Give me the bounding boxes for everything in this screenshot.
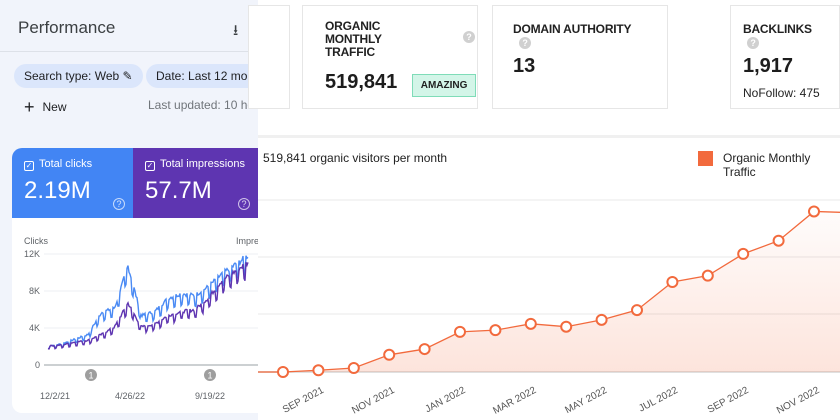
metric-value: 57.7M	[145, 177, 212, 204]
data-point-apr-2022	[560, 320, 573, 333]
data-point-feb-2022	[489, 324, 502, 337]
x-tick-label: MAY 2022	[563, 385, 609, 416]
divider	[258, 135, 840, 138]
status-badge: AMAZING	[411, 74, 477, 97]
legend-label: Organic Monthly Traffic	[723, 151, 811, 179]
card-organic-traffic: ORGANIC MONTHLY TRAFFIC ? 519,841 AMAZING	[302, 5, 478, 109]
data-point-nov-2022	[808, 205, 820, 218]
x-tick-label: 4/26/22	[115, 391, 145, 401]
series-line-impressions	[47, 261, 249, 350]
x-tick-label: SEP 2021	[281, 385, 326, 416]
metric-cards: ✓ Total clicks 2.19M ? ✓ Total impressions…	[12, 148, 258, 218]
metric-card-impressions[interactable]: ✓ Total impressions 57.7M ?	[133, 148, 258, 218]
card-domain-authority: DOMAIN AUTHORITY ? 13	[492, 5, 668, 109]
checkbox-icon[interactable]: ✓	[24, 161, 34, 171]
download-icon[interactable]: ⭳	[233, 22, 239, 39]
clicks-impressions-chart: Clicks Impre 0 4K 8K 12K 12/2/21 4/26/22 9/19/22…	[12, 218, 258, 413]
chip-label: Search type: Web	[24, 69, 120, 83]
card-title: DOMAIN AUTHORITY ?	[513, 22, 632, 49]
y-tick-label: 0	[35, 360, 40, 370]
x-tick-label: NOV 2022	[775, 385, 822, 417]
data-point-nov-2021	[383, 348, 396, 361]
x-tick-label: SEP 2022	[706, 385, 751, 416]
data-point-sep-2022	[737, 247, 750, 260]
metric-card-clicks[interactable]: ✓ Total clicks 2.19M ?	[12, 148, 133, 218]
data-point-mar-2022	[524, 317, 537, 330]
data-point-jan-2022	[454, 325, 466, 338]
series-line-clicks	[47, 255, 249, 350]
x-tick-label: MAR 2022	[491, 385, 538, 417]
card-title: ORGANIC MONTHLY TRAFFIC	[325, 19, 382, 59]
seo-dashboard: ORGANIC MONTHLY TRAFFIC ? 519,841 AMAZING…	[248, 0, 840, 420]
metric-value: 2.19M	[24, 177, 91, 204]
x-tick-label: NOV 2021	[350, 385, 397, 417]
help-icon[interactable]: ?	[113, 198, 125, 210]
help-icon[interactable]: ?	[463, 31, 475, 43]
nofollow-count: NoFollow: 475	[743, 86, 820, 100]
filter-chip-search-type[interactable]: Search type: Web ✎	[14, 64, 143, 88]
new-label: New	[42, 100, 67, 114]
x-tick-label: 12/2/21	[40, 391, 70, 401]
card-value: 13	[513, 55, 536, 77]
y-tick-label: 4K	[29, 323, 40, 333]
edit-icon: ✎	[122, 69, 133, 83]
new-filter-button[interactable]: + New	[24, 97, 67, 118]
annotation-label: 1	[207, 371, 212, 381]
x-tick-label: JUL 2022	[637, 385, 680, 415]
chip-label: Date: Last 12 months	[156, 69, 271, 83]
plus-icon: +	[24, 97, 35, 117]
card-value: 1,917	[743, 55, 794, 77]
checkbox-icon[interactable]: ✓	[145, 161, 155, 171]
data-point-may-2022	[595, 313, 608, 326]
legend-swatch	[698, 151, 713, 166]
page-title: Performance	[18, 18, 116, 37]
y-tick-label: 12K	[24, 249, 40, 259]
x-tick-label: 9/19/22	[195, 391, 225, 401]
divider	[0, 51, 258, 52]
metric-label: Total clicks	[39, 158, 93, 170]
search-console-panel: Performance ⭳ Search type: Web ✎ Date: L…	[0, 0, 294, 420]
partial-card	[248, 5, 290, 109]
data-point-dec-2021	[418, 343, 431, 356]
traffic-area	[258, 211, 840, 372]
help-icon[interactable]: ?	[519, 37, 531, 49]
annotation-label: 1	[88, 371, 93, 381]
card-value: 519,841	[325, 71, 398, 93]
chart-legend[interactable]: Organic Monthly Traffic	[698, 151, 838, 179]
card-title: BACKLINKS ?	[743, 22, 812, 49]
help-icon[interactable]: ?	[747, 37, 759, 49]
card-backlinks: BACKLINKS ? 1,917 NoFollow: 475	[730, 5, 840, 109]
gsc-chart-svg: Clicks Impre 0 4K 8K 12K 12/2/21 4/26/22 9/19/22…	[24, 236, 258, 401]
data-point-oct-2022	[772, 234, 785, 247]
chart-subtitle: 519,841 organic visitors per month	[263, 151, 448, 165]
data-point-jun-2022	[631, 304, 643, 317]
data-point-sep-2021	[312, 364, 325, 377]
y-axis-label-right: Impre	[236, 236, 258, 246]
y-tick-label: 8K	[29, 286, 40, 296]
help-icon[interactable]: ?	[238, 198, 250, 210]
y-axis-label: Clicks	[24, 236, 48, 246]
data-point-aug-2021	[277, 366, 289, 378]
data-point-jul-2022	[666, 275, 679, 288]
x-tick-label: JAN 2022	[423, 385, 467, 416]
organic-traffic-chart: SEP 2021 NOV 2021 JAN 2022 MAR 2022 MAY 2022…	[258, 199, 840, 417]
data-point-oct-2021	[347, 361, 360, 374]
metric-label: Total impressions	[160, 158, 245, 170]
annotation-marker	[204, 369, 216, 381]
annotation-marker	[85, 369, 97, 381]
data-point-aug-2022	[701, 269, 714, 282]
